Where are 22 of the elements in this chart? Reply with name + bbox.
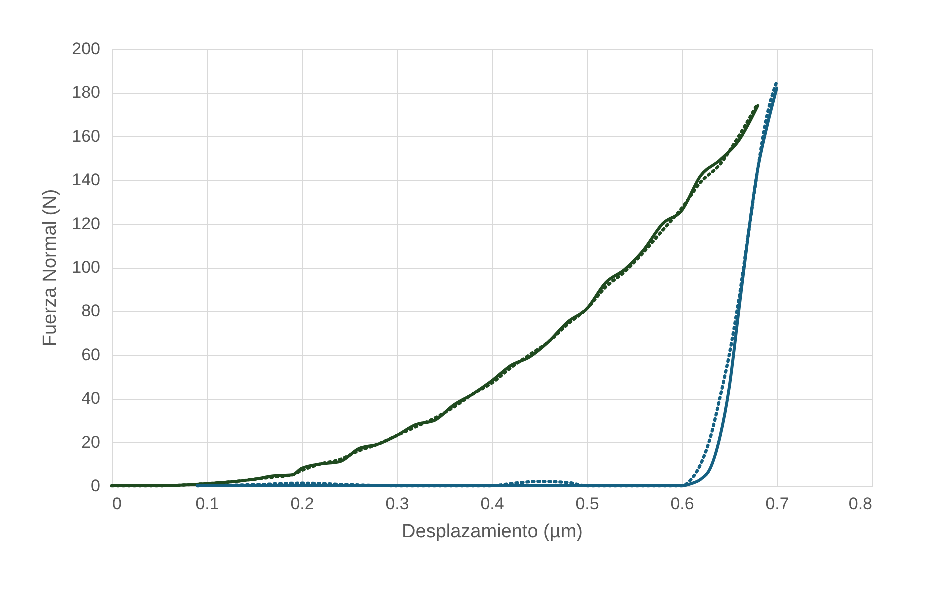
x-tick-label: 0.4 xyxy=(480,494,504,514)
y-axis-title: Fuerza Normal (N) xyxy=(40,189,62,347)
y-tick-label: 160 xyxy=(72,126,100,146)
y-tick-label: 20 xyxy=(82,432,100,452)
x-tick-label: 0.1 xyxy=(196,494,220,514)
y-tick-label: 60 xyxy=(82,345,100,364)
y-tick-label: 140 xyxy=(72,170,100,190)
y-tick-label: 100 xyxy=(72,258,100,277)
x-tick-label: 0.3 xyxy=(386,494,410,514)
y-tick-label: 0 xyxy=(91,476,100,496)
y-tick-label: 40 xyxy=(82,389,100,408)
x-axis-title: Desplazamiento (µm) xyxy=(402,522,583,542)
x-tick-label: 0.2 xyxy=(290,494,314,514)
y-tick-label: 200 xyxy=(72,40,100,58)
x-tick-label: 0 xyxy=(112,494,122,514)
x-tick-label: 0.6 xyxy=(670,494,694,514)
y-tick-label: 120 xyxy=(72,214,100,234)
x-tick-label: 0.7 xyxy=(766,494,790,514)
y-tick-label: 180 xyxy=(72,83,100,102)
x-tick-label: 0.8 xyxy=(848,494,872,514)
x-tick-label: 0.5 xyxy=(576,494,600,514)
y-tick-label: 80 xyxy=(82,302,100,321)
